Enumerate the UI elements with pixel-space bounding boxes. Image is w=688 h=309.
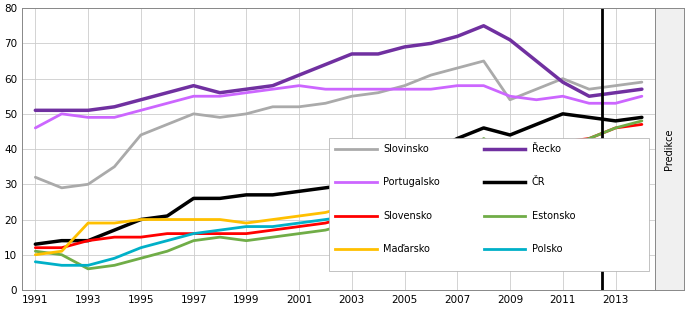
Text: Estonsko: Estonsko [532,210,575,221]
Text: Polsko: Polsko [532,244,562,254]
Text: Řecko: Řecko [532,144,561,154]
Text: Slovinsko: Slovinsko [383,144,429,154]
Text: Slovensko: Slovensko [383,210,432,221]
Text: Predikce: Predikce [665,128,674,170]
Text: ČR: ČR [532,177,546,187]
Text: Maďarsko: Maďarsko [383,244,430,254]
Text: Portugalsko: Portugalsko [383,177,440,187]
FancyBboxPatch shape [329,138,649,271]
